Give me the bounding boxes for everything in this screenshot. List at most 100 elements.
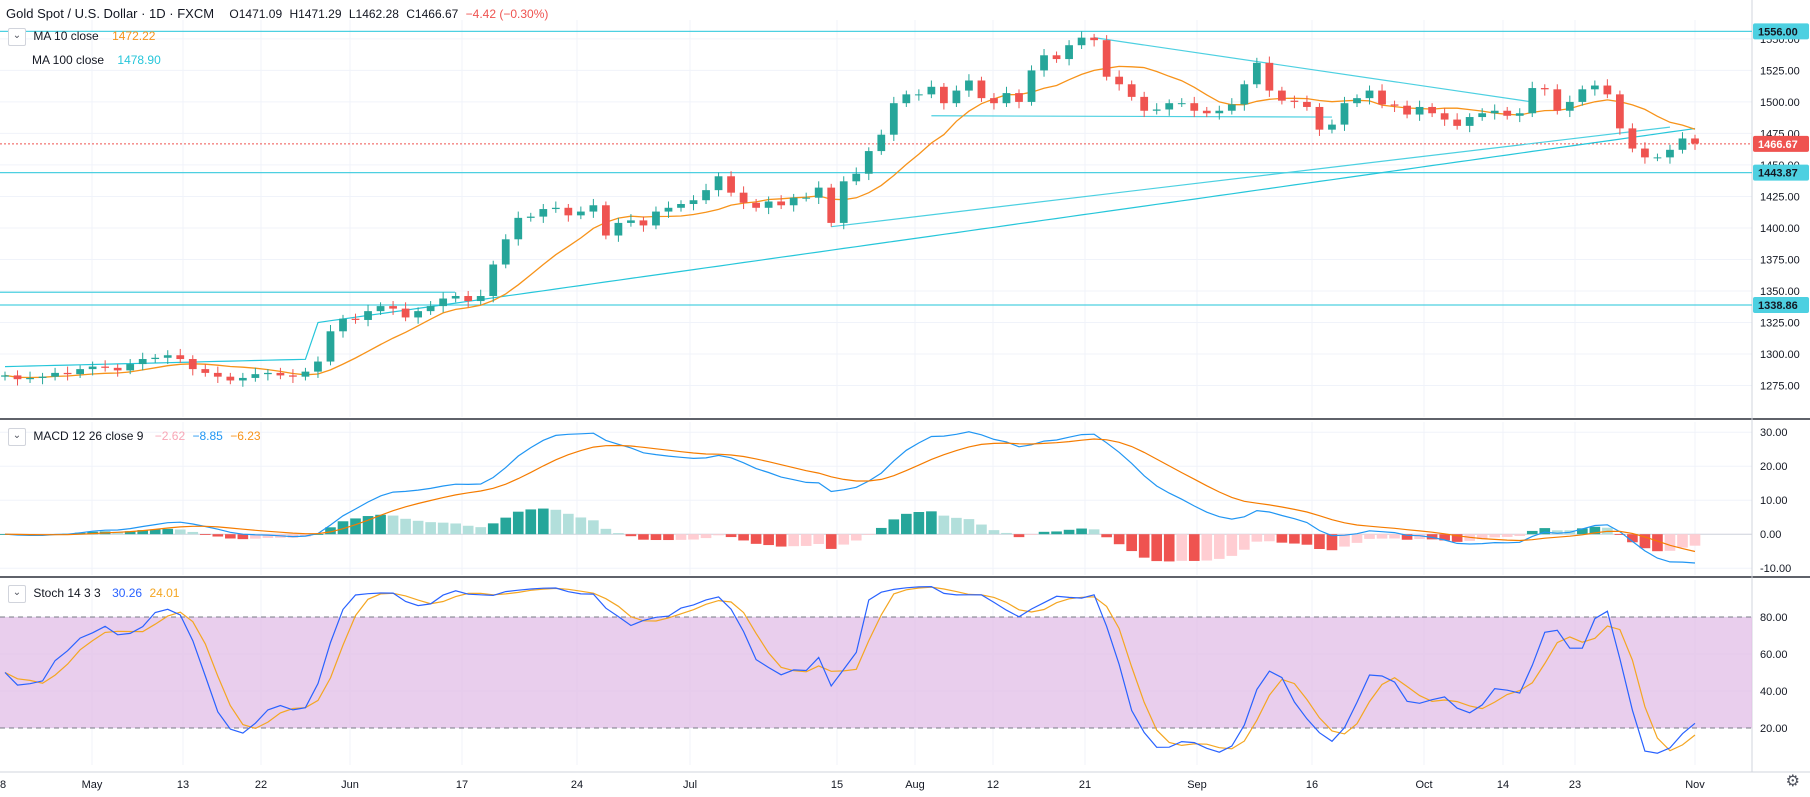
macd-signal-value: −6.23 (230, 429, 261, 444)
macd-histogram-bar (475, 527, 487, 535)
candle (1215, 110, 1224, 114)
candle (501, 239, 510, 265)
candle (188, 359, 197, 370)
candle (877, 134, 886, 152)
candle (664, 207, 673, 212)
gear-icon[interactable]: ⚙ (1785, 773, 1800, 790)
candle (1503, 110, 1512, 116)
candle (63, 372, 72, 375)
macd-tick-label: 0.00 (1760, 529, 1781, 541)
macd-histogram-bar (500, 517, 512, 535)
candle (1553, 89, 1562, 111)
candle (789, 197, 798, 206)
candle (201, 369, 210, 373)
macd-histogram-bar (863, 534, 875, 535)
macd-histogram-bar (1176, 534, 1188, 561)
candle (1641, 148, 1649, 158)
candle (627, 220, 635, 223)
candle (1127, 84, 1136, 97)
macd-histogram-bar (1226, 534, 1238, 556)
macd-histogram-bar (1138, 534, 1150, 558)
ma10-label: MA 10 close (33, 29, 99, 44)
candle (1265, 62, 1274, 91)
candle (1490, 110, 1499, 114)
candle (1252, 62, 1261, 85)
macd-histogram-bar (437, 522, 449, 535)
candle (852, 173, 861, 182)
candle (1227, 104, 1236, 111)
macd-histogram-bar (387, 515, 399, 535)
macd-histogram-bar (375, 514, 386, 535)
candle (276, 372, 285, 376)
candle (1478, 113, 1487, 118)
macd-histogram-bar (1526, 530, 1538, 535)
candle (476, 296, 485, 302)
candle (176, 355, 185, 360)
ohlc-close: C1466.67 (406, 7, 459, 21)
candle (1616, 94, 1624, 129)
macd-label: MACD 12 26 close 9 (33, 429, 144, 444)
candle (213, 372, 222, 377)
macd-histogram-bar (487, 523, 499, 535)
candle (1290, 100, 1299, 102)
candle (1202, 110, 1211, 114)
macd-histogram-bar (625, 534, 637, 537)
ohlc-low: L1462.28 (348, 7, 399, 21)
macd-histogram-bar (537, 508, 549, 535)
candle (376, 306, 385, 312)
candle (827, 187, 836, 223)
macd-histogram-bar (1614, 534, 1626, 535)
candle (38, 376, 47, 378)
candle (464, 296, 473, 302)
stoch-tick-label: 20.00 (1760, 723, 1788, 735)
candle (289, 375, 297, 377)
macd-line (4, 431, 1696, 564)
macd-histogram-bar (713, 534, 724, 536)
candle (1315, 106, 1324, 130)
macd-histogram-bar (850, 534, 862, 541)
chevron-down-icon[interactable]: ⌄ (8, 585, 26, 603)
candle (1, 375, 9, 377)
candle (539, 209, 548, 217)
macd-histogram-bar (1326, 534, 1338, 551)
candle (389, 306, 397, 309)
macd-histogram-bar (550, 509, 562, 535)
macd-histogram-bar (1076, 528, 1087, 535)
candle (1177, 103, 1186, 105)
macd-histogram-bar (1026, 534, 1037, 535)
macd-histogram-bar (1364, 534, 1375, 539)
candle (1027, 70, 1036, 102)
candle (1240, 84, 1249, 105)
candle (151, 357, 160, 360)
macd-histogram-bar (1213, 534, 1225, 559)
time-tick-label: 22 (255, 779, 267, 791)
macd-line-value: −8.85 (192, 429, 223, 444)
candle (914, 94, 923, 96)
macd-histogram-bar (988, 530, 1000, 535)
chevron-down-icon[interactable]: ⌄ (8, 428, 26, 446)
trend-line (1094, 37, 1533, 103)
macd-histogram-bar (1501, 534, 1513, 537)
candle (101, 366, 110, 368)
macd-histogram-bar (1689, 534, 1701, 546)
macd-histogram-bar (425, 522, 436, 535)
macd-histogram-bar (738, 534, 749, 541)
candle (1002, 93, 1011, 104)
macd-histogram-bar (725, 534, 737, 538)
stoch-k-value: 30.26 (112, 586, 143, 601)
macd-histogram-bar (600, 528, 612, 535)
macd-histogram-bar (237, 534, 249, 540)
candle (639, 220, 648, 226)
chevron-down-icon[interactable]: ⌄ (8, 28, 26, 46)
candle (426, 306, 435, 312)
candle (1077, 37, 1086, 46)
macd-histogram-bar (149, 529, 161, 535)
time-tick-label: 15 (831, 779, 843, 791)
macd-histogram-bar (462, 525, 474, 535)
signal-line (4, 438, 1696, 553)
macd-histogram-bar (976, 524, 987, 535)
macd-histogram-bar (250, 534, 261, 539)
macd-histogram-bar (1201, 534, 1213, 561)
price-tick-label: 1300.00 (1760, 349, 1800, 361)
macd-histogram-bar (450, 523, 461, 535)
